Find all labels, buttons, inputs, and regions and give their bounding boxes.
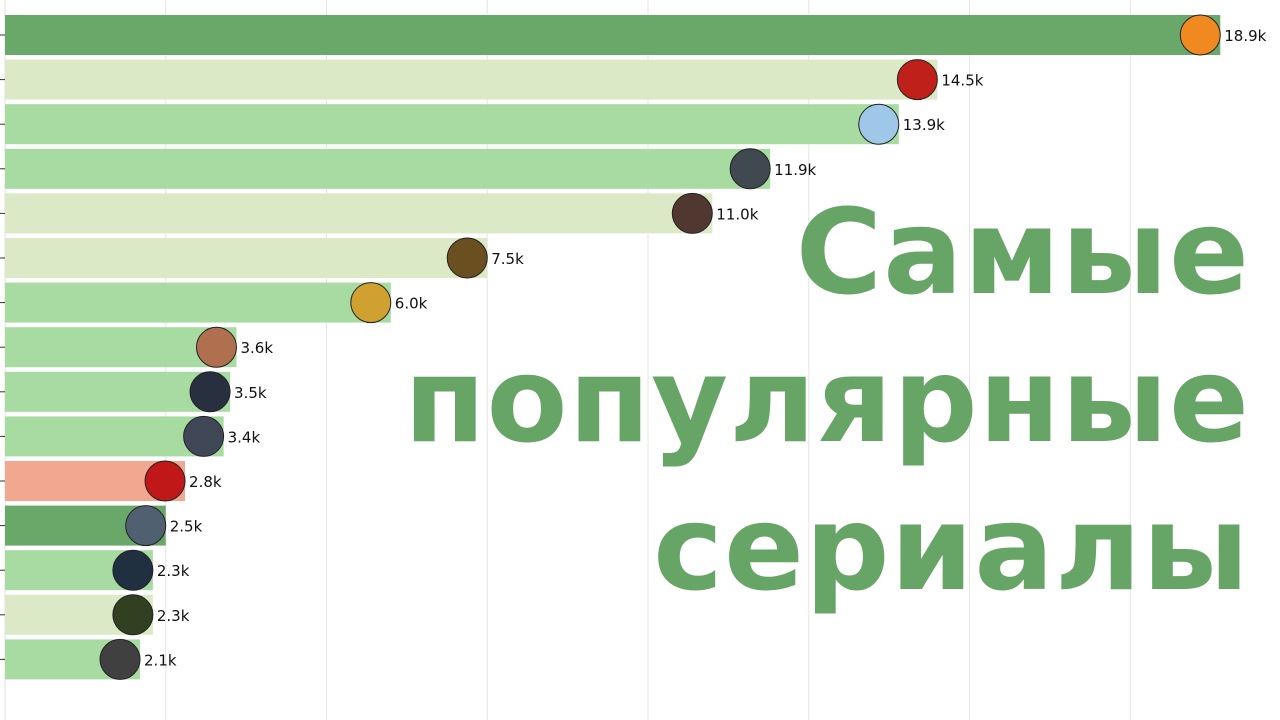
bar	[5, 15, 1221, 55]
bar-value-label: 11.0k	[716, 205, 758, 223]
poster-image	[350, 282, 392, 324]
poster-image	[1179, 14, 1221, 56]
bar	[5, 148, 771, 189]
poster-image	[671, 192, 713, 234]
poster-image	[112, 594, 154, 636]
bar-value-label: 7.5k	[491, 250, 524, 268]
bar	[5, 104, 899, 145]
bar-value-label: 3.6k	[240, 339, 273, 357]
bar	[5, 282, 391, 323]
poster-image	[729, 148, 771, 190]
bar-value-label: 2.3k	[157, 562, 190, 580]
poster-image	[896, 59, 938, 101]
bar-value-label: 2.3k	[157, 607, 190, 625]
bar-value-label: 3.5k	[234, 384, 267, 402]
poster-image	[446, 237, 488, 279]
bar-value-label: 13.9k	[903, 116, 945, 134]
bar-value-label: 2.8k	[189, 473, 222, 491]
poster-image	[99, 638, 141, 680]
poster-image	[189, 371, 231, 413]
bar-value-label: 14.5k	[941, 72, 983, 90]
bar	[5, 193, 713, 234]
chart-title: Самые популярные сериалы	[404, 183, 1250, 617]
poster-image	[183, 415, 225, 457]
bar-value-label: 11.9k	[774, 161, 816, 179]
bar	[5, 238, 488, 278]
bar-value-label: 2.5k	[170, 518, 203, 536]
poster-image	[858, 103, 900, 145]
bar-value-label: 2.1k	[144, 651, 177, 669]
bar-value-label: 18.9k	[1224, 27, 1266, 45]
poster-image	[144, 460, 186, 502]
bar-value-label: 6.0k	[395, 295, 428, 313]
poster-image	[195, 326, 237, 368]
poster-image	[112, 549, 154, 591]
poster-image	[125, 505, 167, 547]
bar-value-label: 3.4k	[228, 428, 261, 446]
bar	[5, 59, 938, 100]
